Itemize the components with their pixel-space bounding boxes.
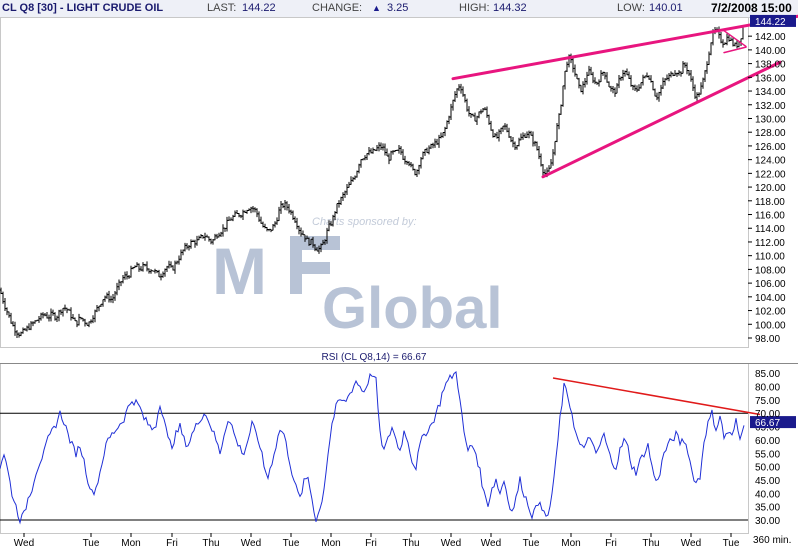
last-label: LAST: (207, 2, 237, 14)
price-axis-label: 110.00 (755, 252, 785, 263)
rsi-axis-label: 70.00 (755, 409, 780, 420)
datetime-label: 7/2/2008 15:00 (711, 1, 792, 15)
last-price-box (750, 14, 796, 27)
price-axis-label: 104.00 (755, 293, 786, 304)
trendline-pennant-lower (723, 46, 747, 54)
rsi-last-label: 66.67 (755, 418, 780, 429)
price-axis-label: 132.00 (755, 101, 786, 112)
quote-header: CL Q8 [30] - LIGHT CRUDE OIL LAST: 144.2… (0, 0, 798, 18)
price-axis-label: 118.00 (755, 197, 785, 208)
x-axis-label: Wed (14, 538, 34, 547)
price-axis-label: 122.00 (755, 169, 786, 180)
rsi-layer (0, 371, 761, 525)
high-label: HIGH: (459, 2, 490, 14)
price-axis-label: 98.00 (755, 334, 780, 345)
price-axis-label: 130.00 (755, 114, 786, 125)
low-label: LOW: (617, 2, 645, 14)
x-axis-label: Tue (83, 538, 100, 547)
symbol-title: CL Q8 [30] - LIGHT CRUDE OIL (2, 2, 164, 14)
rsi-last-box (750, 416, 796, 429)
logo-global-text: Global (322, 276, 502, 341)
price-axis-label: 120.00 (755, 183, 786, 194)
x-axis-label: Tue (283, 538, 300, 547)
logo-mark: M (212, 234, 267, 308)
axis-layer: 98.00 100.00 102.00 104.00 106.00 108.00 110.0… (14, 14, 796, 547)
x-axis-label: Wed (481, 538, 501, 547)
price-axis-label: 116.00 (755, 211, 785, 222)
x-axis-label: Thu (642, 538, 659, 547)
price-axis-label: 112.00 (755, 238, 785, 249)
rsi-axis-label: 35.00 (755, 503, 780, 514)
rsi-axis-label: 45.00 (755, 476, 780, 487)
watermark: Charts sponsored by: M Global (212, 216, 502, 341)
rsi-axis-label: 80.00 (755, 383, 780, 394)
rsi-title: RSI (CL Q8,14) = 66.67 (322, 352, 427, 363)
high-value: 144.32 (493, 2, 527, 14)
rsi-panel-frame (0, 363, 749, 534)
rsi-axis-label: 75.00 (755, 396, 780, 407)
rsi-axis-label: 55.00 (755, 449, 780, 460)
price-axis-label: 140.00 (755, 46, 786, 57)
rsi-axis-label: 30.00 (755, 516, 780, 527)
price-axis-label: 102.00 (755, 307, 786, 318)
price-axis-label: 138.00 (755, 60, 786, 71)
price-axis-label: 124.00 (755, 156, 786, 167)
x-axis-label: Fri (166, 538, 178, 547)
interval-label: 360 min. (753, 535, 791, 546)
rsi-axis-label: 40.00 (755, 489, 780, 500)
x-axis-label: Mon (321, 538, 340, 547)
x-axis-label: Thu (202, 538, 219, 547)
rsi-axis-label: 50.00 (755, 463, 780, 474)
logo-f-bar-mid (290, 262, 330, 274)
rsi-trendline (552, 377, 761, 416)
low-value: 140.01 (649, 2, 683, 14)
x-axis-label: Mon (561, 538, 580, 547)
price-axis-label: 128.00 (755, 128, 786, 139)
x-axis-label: Thu (402, 538, 419, 547)
price-axis-label: 136.00 (755, 73, 786, 84)
rsi-series-line (0, 371, 745, 525)
x-axis-label: Wed (241, 538, 261, 547)
triangle-up-icon: ▲ (372, 3, 381, 13)
price-axis-label: 100.00 (755, 320, 786, 331)
price-axis-label: 106.00 (755, 279, 786, 290)
x-axis-label: Wed (681, 538, 701, 547)
trendline-upper (451, 14, 798, 81)
x-axis-label: Wed (441, 538, 461, 547)
last-value: 144.22 (242, 2, 276, 14)
rsi-axis-label: 85.00 (755, 369, 780, 380)
rsi-axis-label: 60.00 (755, 436, 780, 447)
sponsor-text: Charts sponsored by: (312, 216, 417, 228)
price-axis-label: 108.00 (755, 265, 786, 276)
x-axis-label: Mon (121, 538, 140, 547)
x-axis-label: Fri (365, 538, 377, 547)
last-price-label: 144.22 (755, 17, 786, 28)
trendline-pennant-upper (723, 29, 747, 48)
price-axis-label: 142.00 (755, 32, 786, 43)
price-axis-label: 126.00 (755, 142, 786, 153)
price-axis-label: 114.00 (755, 224, 785, 235)
change-label: CHANGE: (312, 2, 363, 14)
price-axis-label: 134.00 (755, 87, 786, 98)
trendline-lower (541, 60, 782, 179)
change-value: 3.25 (387, 2, 409, 14)
price-layer (0, 14, 798, 339)
x-axis-label: Fri (605, 538, 617, 547)
x-axis-label: Tue (723, 538, 740, 547)
price-panel-frame (0, 17, 749, 348)
x-axis-label: Tue (523, 538, 540, 547)
